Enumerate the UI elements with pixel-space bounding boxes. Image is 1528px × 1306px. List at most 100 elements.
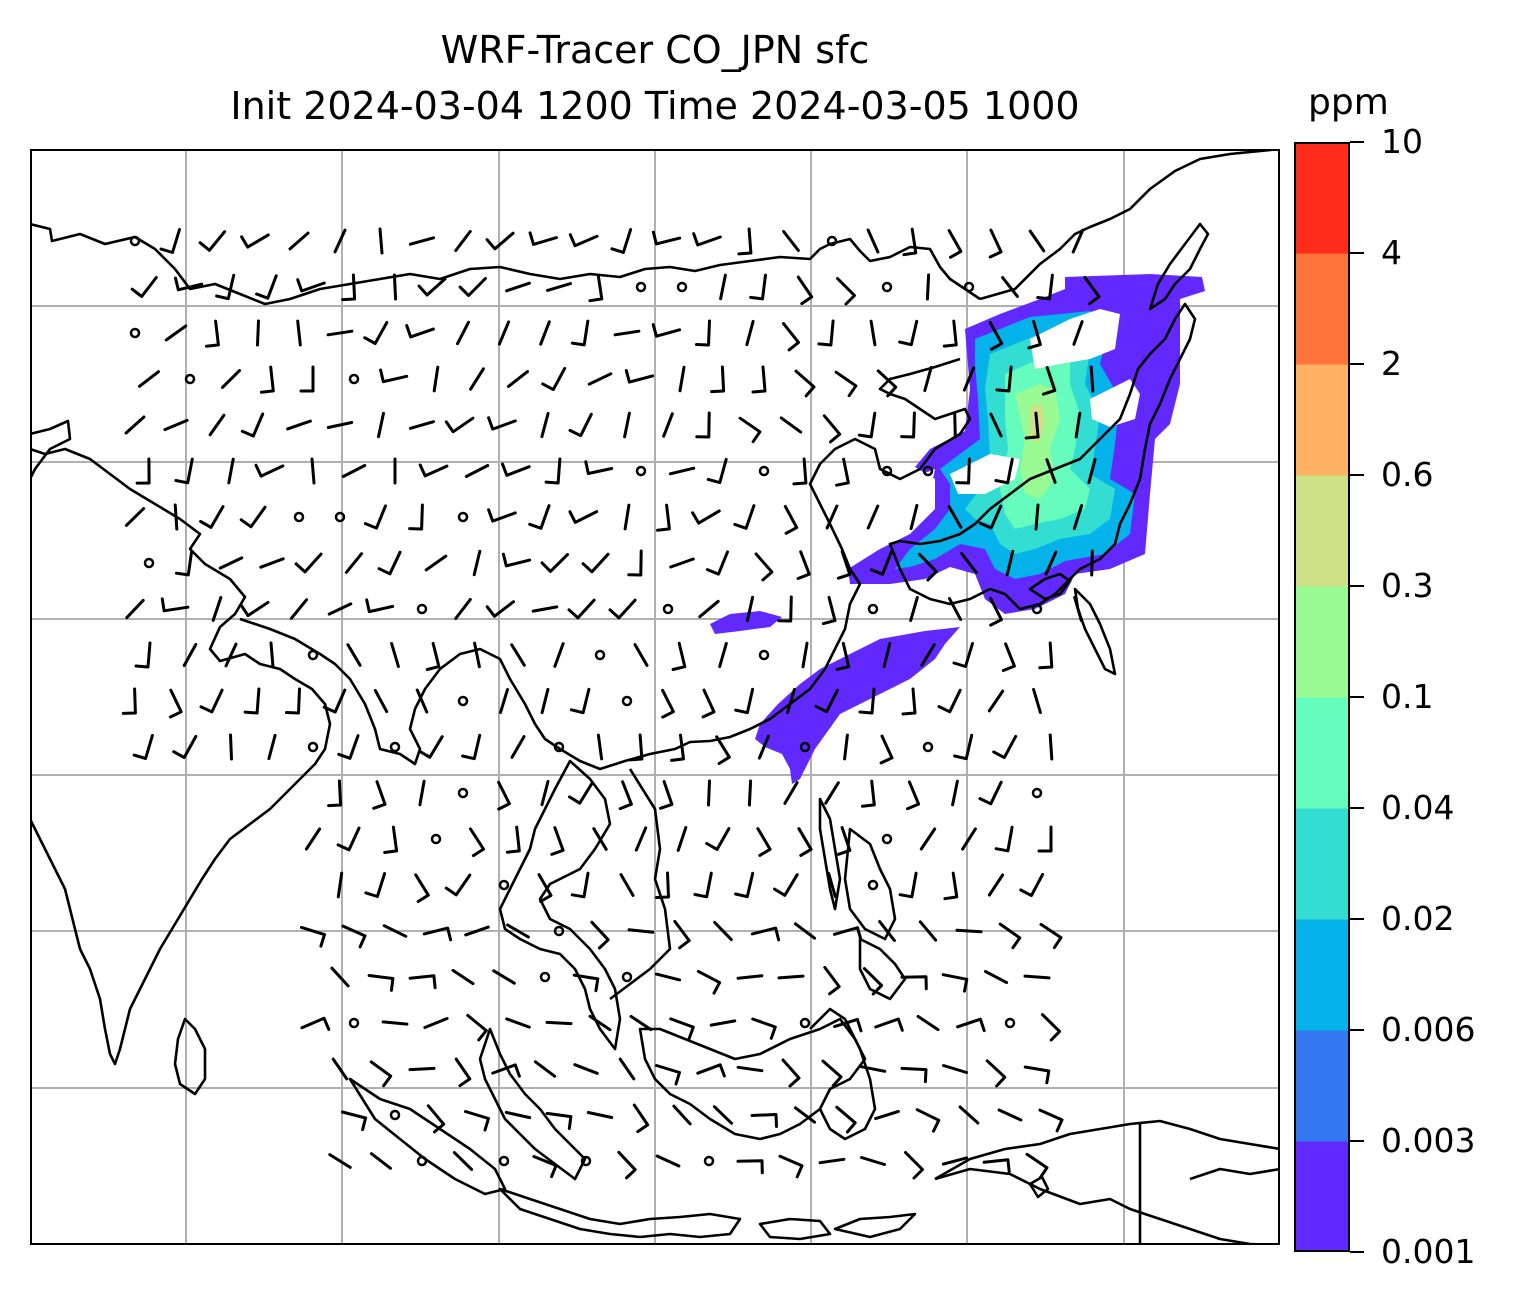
wind-barb	[754, 552, 774, 582]
wind-barb	[418, 735, 444, 759]
calm-marker	[676, 281, 688, 293]
calm-marker	[416, 603, 428, 615]
wind-barb	[923, 365, 933, 393]
wind-barb	[779, 416, 803, 434]
wind-barb	[1024, 411, 1040, 440]
wind-barb	[255, 274, 278, 300]
wind-barb	[537, 873, 553, 903]
wind-barb	[456, 320, 470, 346]
colorbar-tick-label: 0.3	[1381, 566, 1434, 605]
wind-barb	[135, 457, 151, 485]
wind-barb	[199, 505, 225, 529]
wind-barb	[751, 365, 767, 394]
wind-barb	[341, 273, 357, 302]
wind-barb	[874, 1109, 900, 1121]
calm-marker	[348, 1017, 360, 1029]
wind-barb	[458, 277, 487, 297]
wind-barb	[613, 329, 641, 337]
wind-barb	[164, 324, 188, 342]
wind-barb	[992, 734, 1018, 760]
calm-marker	[1004, 1017, 1016, 1029]
wind-barb	[341, 464, 367, 478]
colorbar-tick	[1350, 252, 1364, 254]
wind-barb	[860, 779, 876, 808]
wind-barb	[269, 641, 275, 669]
wind-barb	[818, 1157, 846, 1165]
wind-barb	[378, 227, 384, 255]
wind-barb	[987, 689, 1005, 713]
wind-barb	[300, 925, 326, 948]
calm-marker	[826, 235, 838, 247]
wind-barb	[501, 462, 531, 477]
wind-barb	[505, 1017, 531, 1029]
wind-barb	[673, 919, 691, 950]
wind-barb	[337, 734, 360, 760]
wind-barb	[925, 273, 931, 301]
calm-marker	[416, 1155, 428, 1167]
calm-marker	[703, 1155, 715, 1167]
wind-barb	[978, 504, 1003, 530]
wind-barb	[174, 549, 194, 577]
wind-barb	[586, 1111, 614, 1119]
wind-barb	[989, 412, 1003, 438]
wind-barb	[501, 552, 532, 568]
wind-barb	[379, 368, 409, 384]
wind-barb	[777, 974, 805, 980]
wind-barb	[531, 605, 559, 613]
wind-barb	[330, 966, 350, 988]
wind-barb	[545, 1020, 573, 1026]
calm-marker	[539, 971, 551, 983]
wind-barb	[792, 457, 808, 486]
wind-barb	[879, 734, 894, 765]
wind-barb	[942, 1064, 968, 1074]
wind-barb	[941, 1156, 969, 1166]
wind-barb	[415, 688, 429, 714]
wind-barb	[733, 504, 756, 530]
wind-barb	[947, 596, 963, 622]
wind-barb	[1044, 550, 1058, 576]
wind-barb	[618, 780, 633, 811]
wind-barb	[294, 552, 323, 574]
wind-barb	[942, 319, 958, 348]
wind-barb	[409, 420, 435, 430]
wind-barb	[745, 595, 755, 623]
colorbar-tick	[1350, 474, 1364, 476]
calm-marker	[129, 235, 141, 247]
wind-barb	[736, 974, 764, 980]
wind-barb	[952, 642, 974, 668]
wind-barb	[822, 414, 842, 444]
wind-barb	[1090, 549, 1094, 577]
wind-barb	[130, 276, 158, 298]
wind-barb	[866, 228, 880, 254]
calm-marker	[867, 603, 879, 615]
wind-barb	[473, 641, 481, 669]
calm-marker	[1031, 787, 1043, 799]
wind-barb	[669, 557, 695, 569]
wind-barb	[794, 369, 816, 398]
wind-barb	[696, 969, 722, 995]
wind-barb	[444, 416, 475, 434]
wind-barb	[749, 273, 767, 301]
wind-barb	[618, 1057, 636, 1081]
wind-barb	[383, 825, 399, 854]
wind-barb	[676, 826, 688, 852]
wind-barb	[1027, 320, 1042, 350]
wind-barb	[340, 1110, 368, 1132]
wind-barb	[408, 1066, 436, 1072]
wind-barb	[920, 643, 936, 667]
calm-marker	[635, 281, 647, 293]
wind-barb	[821, 595, 837, 626]
map-frame	[30, 149, 1280, 1245]
wind-barb	[444, 873, 472, 897]
wind-barb	[719, 273, 727, 301]
wind-barb	[734, 687, 755, 715]
calm-marker	[799, 741, 811, 753]
calm-marker	[662, 603, 674, 615]
wind-barb	[539, 320, 551, 346]
wind-barb	[510, 735, 526, 759]
wind-barb	[259, 365, 275, 394]
wind-barb	[466, 1013, 488, 1042]
calm-marker	[348, 373, 360, 385]
wind-barb	[587, 372, 613, 386]
wind-barb	[915, 1108, 941, 1133]
